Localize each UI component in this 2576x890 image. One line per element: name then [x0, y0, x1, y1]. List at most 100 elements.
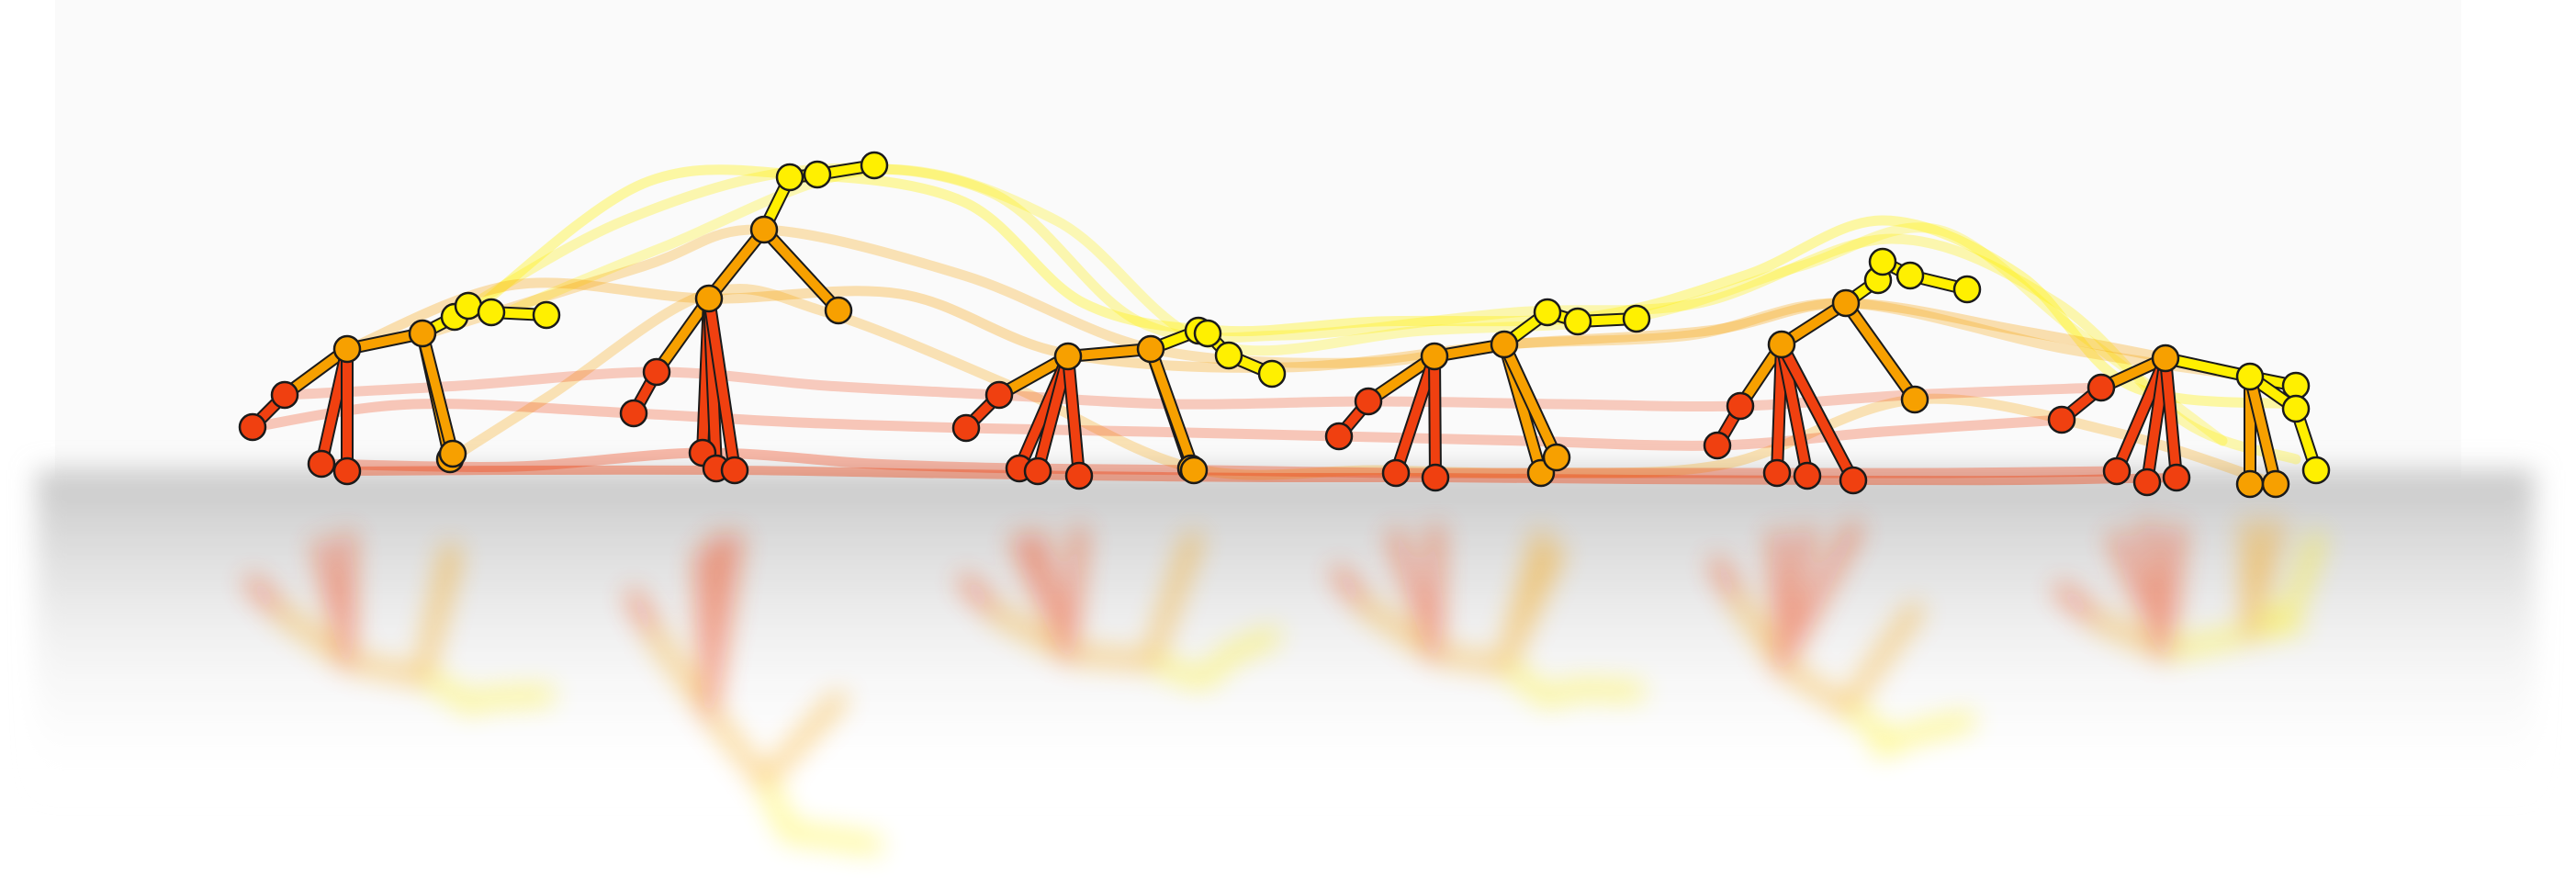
reflection-limb	[2157, 625, 2258, 660]
joint	[1762, 458, 1792, 488]
bone	[1063, 352, 1084, 480]
joint	[1381, 458, 1411, 488]
joint	[1703, 431, 1732, 460]
joint	[1324, 422, 1354, 451]
reflection-limb	[2288, 532, 2324, 610]
joint	[1053, 342, 1083, 371]
joint	[2261, 469, 2290, 499]
bone	[704, 225, 769, 303]
skeleton-reflection	[1331, 524, 1645, 706]
bone	[1033, 352, 1073, 476]
joint	[307, 449, 336, 479]
reflection-limb	[339, 653, 431, 685]
joint	[1420, 342, 1449, 371]
joint	[454, 291, 483, 321]
joint	[984, 380, 1014, 410]
reflection-limb	[1426, 646, 1513, 674]
joint	[775, 163, 804, 192]
reflection-limb	[276, 607, 355, 670]
joint	[1490, 330, 1519, 359]
joint	[1354, 387, 1383, 416]
skeleton-reflection	[625, 532, 883, 853]
joint	[1622, 304, 1651, 333]
keyframe-skeletons	[238, 151, 2331, 499]
reflection	[244, 518, 2324, 853]
joint	[1839, 466, 1868, 495]
reflection-limb	[2053, 582, 2109, 631]
joint	[2102, 456, 2132, 486]
skeleton-keyframe-2	[619, 151, 889, 485]
reflection-limb	[1496, 658, 1556, 706]
joint	[1542, 443, 1571, 472]
reflection-limb	[701, 532, 743, 720]
joint	[532, 300, 561, 330]
joint	[1563, 307, 1592, 336]
reflection-limb	[1426, 524, 1444, 662]
joint	[1257, 359, 1287, 389]
reflection-limb	[1221, 628, 1280, 663]
joint	[1831, 288, 1861, 318]
joint	[824, 296, 853, 325]
joint	[2151, 344, 2180, 373]
joint	[1793, 461, 1822, 490]
reflection-limb	[2157, 524, 2185, 660]
skeleton-keyframe-4	[1324, 298, 1651, 492]
reflection-limb	[1060, 646, 1159, 670]
joint	[2047, 405, 2076, 434]
reflection-limb	[701, 704, 772, 789]
joint	[332, 456, 362, 486]
joint	[860, 151, 889, 180]
joint	[477, 298, 506, 327]
skeleton-keyframe-5	[1703, 247, 1982, 495]
bone	[704, 294, 739, 475]
reflection-limb	[1838, 603, 1923, 715]
reflection-limb	[1496, 545, 1565, 674]
bone	[418, 329, 457, 458]
reflection-limb	[1773, 522, 1862, 674]
joint	[2087, 373, 2116, 402]
reflection-limb	[1902, 713, 1975, 743]
reflection-limb	[1142, 532, 1202, 670]
joint	[720, 456, 749, 485]
skeleton-keyframe-1	[238, 291, 561, 486]
bone	[759, 225, 843, 315]
bone	[1146, 344, 1198, 475]
joint	[749, 215, 779, 244]
bone	[1500, 340, 1561, 462]
bone	[1430, 352, 1440, 482]
skeleton-reflection	[1709, 522, 1975, 757]
joint	[2281, 394, 2311, 423]
joint	[408, 319, 437, 348]
bone	[2161, 354, 2255, 381]
reflection-limb	[1773, 658, 1854, 715]
bone	[1391, 352, 1439, 478]
joint	[1726, 391, 1755, 421]
bone	[2161, 354, 2181, 482]
skeleton-keyframe-6	[2047, 344, 2331, 499]
reflection-limb	[756, 692, 847, 789]
joint	[619, 399, 648, 428]
joint	[1064, 461, 1094, 490]
joint	[2235, 469, 2265, 499]
motion-trail	[247, 399, 2067, 451]
joint	[803, 160, 832, 189]
bone	[1841, 299, 1919, 404]
joint	[1895, 261, 1925, 290]
bone	[652, 294, 714, 377]
joint	[1767, 330, 1796, 359]
joint	[270, 380, 299, 410]
joint	[2132, 468, 2162, 497]
joint	[2301, 456, 2331, 485]
joint	[1023, 456, 1052, 486]
motion-trail	[417, 224, 2255, 382]
reflection-limb	[756, 772, 798, 841]
joint	[1952, 275, 1982, 304]
reflection-limb	[2242, 518, 2284, 642]
joint	[1868, 247, 1897, 276]
reflection-limb	[1060, 526, 1087, 662]
joint	[694, 284, 724, 313]
joint	[2162, 463, 2191, 492]
skeleton-reflection	[958, 526, 1280, 688]
bone	[1777, 340, 1858, 485]
